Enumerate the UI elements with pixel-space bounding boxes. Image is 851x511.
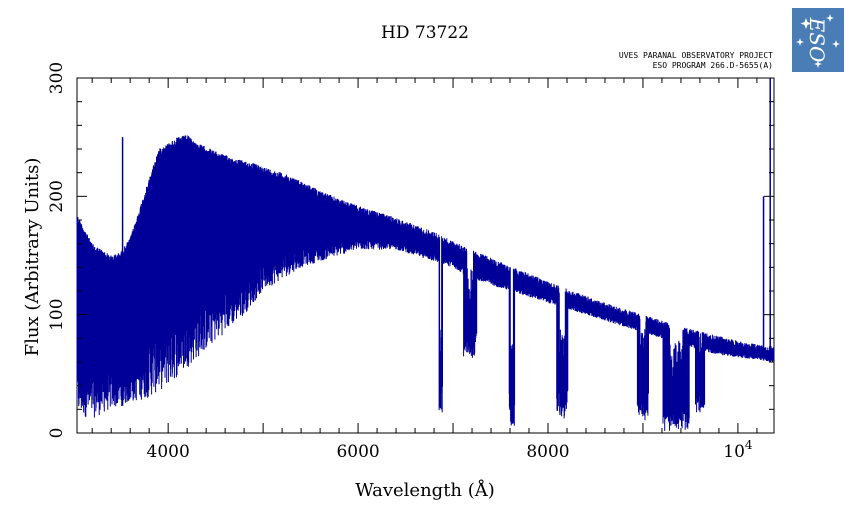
spectrum-series <box>76 78 775 431</box>
y-tick-labels: 0 100 200 300 <box>47 62 67 439</box>
axis-ticks <box>77 77 774 434</box>
x-tick-label-3: 104 <box>723 438 753 462</box>
eso-logo: ESO <box>792 8 844 72</box>
x-tick-label-1: 6000 <box>336 442 379 462</box>
project-line-1: UVES PARANAL OBSERVATORY PROJECT <box>619 51 773 60</box>
x-axis-label: Wavelength (Å) <box>355 479 495 501</box>
y-tick-label-2: 200 <box>47 180 67 212</box>
eso-logo-icon <box>796 14 840 68</box>
x-tick-label-0: 4000 <box>147 442 190 462</box>
y-tick-label-3: 300 <box>47 62 67 94</box>
x-tick-labels: 4000 6000 8000 104 <box>147 438 753 462</box>
y-tick-label-0: 0 <box>47 428 67 439</box>
x-tick-exponent: 4 <box>745 438 753 452</box>
spectrum-line <box>76 135 775 431</box>
y-axis-label: Flux (Arbitrary Units) <box>22 158 43 357</box>
y-tick-label-1: 100 <box>47 298 67 330</box>
x-tick-label-2: 8000 <box>526 442 569 462</box>
chart-title: HD 73722 <box>381 23 469 43</box>
logo-text: ESO <box>805 17 829 63</box>
project-line-2: ESO PROGRAM 266.D-5655(A) <box>653 61 773 70</box>
